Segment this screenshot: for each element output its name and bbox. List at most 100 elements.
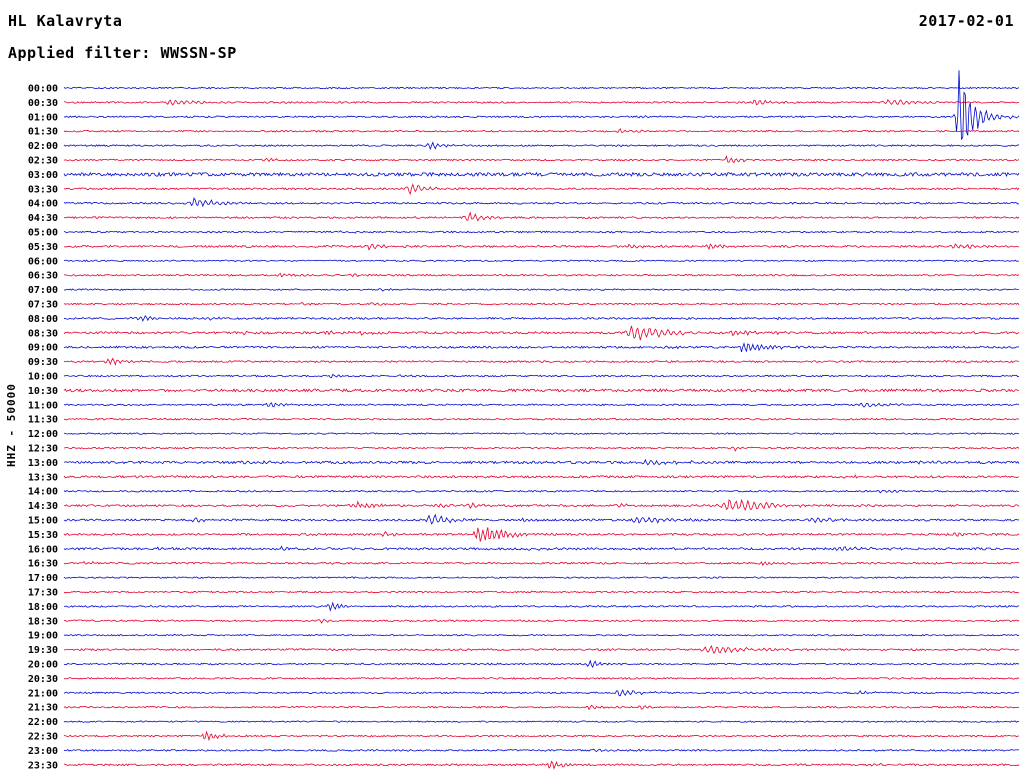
time-label: 01:00 <box>28 112 58 123</box>
time-label: 23:00 <box>28 746 58 757</box>
trace-row <box>63 272 1020 278</box>
time-label: 12:30 <box>28 444 58 455</box>
trace-row <box>63 677 1020 680</box>
trace-row <box>63 645 1020 655</box>
trace-row <box>63 259 1020 263</box>
time-label: 22:00 <box>28 717 58 728</box>
trace-row <box>63 590 1020 594</box>
time-label: 18:00 <box>28 602 58 613</box>
time-label: 04:30 <box>28 213 58 224</box>
trace-row <box>63 230 1020 234</box>
trace-row <box>63 243 1020 251</box>
trace-row <box>63 618 1020 624</box>
trace-row <box>63 720 1020 723</box>
time-label: 19:30 <box>28 645 58 656</box>
trace-row <box>63 560 1020 567</box>
time-label: 22:30 <box>28 732 58 743</box>
trace-row <box>63 689 1020 697</box>
time-label: 21:30 <box>28 703 58 714</box>
trace-row <box>63 211 1020 222</box>
trace-row <box>63 128 1020 133</box>
trace-row <box>63 760 1020 770</box>
trace-row <box>63 86 1020 90</box>
trace-row <box>63 70 1020 140</box>
trace-row <box>63 527 1020 542</box>
time-label: 02:00 <box>28 141 58 152</box>
trace-row <box>63 576 1020 579</box>
trace-row <box>63 357 1020 366</box>
time-label: 06:30 <box>28 271 58 282</box>
time-label: 00:00 <box>28 84 58 95</box>
trace-row <box>63 154 1020 164</box>
trace-row <box>63 288 1020 292</box>
time-label: 06:00 <box>28 256 58 267</box>
time-label: 14:00 <box>28 487 58 498</box>
trace-row <box>63 446 1020 452</box>
trace-row <box>63 373 1020 379</box>
trace-row <box>63 634 1020 637</box>
time-label: 05:00 <box>28 228 58 239</box>
record-date: 2017-02-01 <box>918 12 1014 30</box>
time-label: 11:00 <box>28 400 58 411</box>
trace-row <box>63 730 1020 742</box>
time-label: 05:30 <box>28 242 58 253</box>
time-label: 16:00 <box>28 544 58 555</box>
time-label: 12:00 <box>28 429 58 440</box>
trace-row <box>63 388 1020 393</box>
trace-row <box>63 141 1020 151</box>
trace-row <box>63 302 1020 306</box>
time-label: 21:00 <box>28 688 58 699</box>
trace-row <box>63 659 1020 669</box>
trace-row <box>63 498 1020 512</box>
time-label: 01:30 <box>28 127 58 138</box>
station-title: HL Kalavryta <box>8 12 123 30</box>
y-axis-label: HHZ - 50000 <box>5 383 18 467</box>
time-label: 14:30 <box>28 501 58 512</box>
time-label: 09:00 <box>28 343 58 354</box>
time-label: 04:00 <box>28 199 58 210</box>
time-label: 03:00 <box>28 170 58 181</box>
time-label: 02:30 <box>28 156 58 167</box>
time-label: 07:30 <box>28 300 58 311</box>
trace-row <box>63 417 1020 421</box>
time-label: 20:00 <box>28 660 58 671</box>
trace-row <box>63 704 1020 711</box>
trace-row <box>63 458 1020 466</box>
trace-row <box>63 545 1020 551</box>
time-label: 15:30 <box>28 530 58 541</box>
trace-row <box>63 99 1020 106</box>
time-label: 10:30 <box>28 386 58 397</box>
time-label: 15:00 <box>28 516 58 527</box>
trace-row <box>63 748 1020 752</box>
time-label: 03:30 <box>28 184 58 195</box>
trace-row <box>63 315 1020 322</box>
time-label: 07:00 <box>28 285 58 296</box>
time-label: 11:30 <box>28 415 58 426</box>
time-label: 17:30 <box>28 588 58 599</box>
time-label: 00:30 <box>28 98 58 109</box>
trace-row <box>63 402 1020 408</box>
trace-row <box>63 171 1020 178</box>
trace-row <box>63 513 1020 525</box>
time-label: 13:00 <box>28 458 58 469</box>
trace-row <box>63 183 1020 196</box>
time-label: 08:00 <box>28 314 58 325</box>
trace-row <box>63 342 1020 353</box>
trace-row <box>63 325 1020 341</box>
trace-row <box>63 474 1020 479</box>
trace-row <box>63 197 1020 208</box>
time-label: 18:30 <box>28 616 58 627</box>
time-label: 23:30 <box>28 760 58 771</box>
trace-row <box>63 489 1020 494</box>
time-label: 20:30 <box>28 674 58 685</box>
time-label: 08:30 <box>28 328 58 339</box>
time-label: 19:00 <box>28 631 58 642</box>
time-label: 13:30 <box>28 472 58 483</box>
trace-row <box>63 601 1020 612</box>
trace-row <box>63 432 1020 435</box>
filter-label: Applied filter: WWSSN-SP <box>8 44 237 62</box>
time-label: 10:00 <box>28 372 58 383</box>
time-label: 16:30 <box>28 559 58 570</box>
time-label: 09:30 <box>28 357 58 368</box>
